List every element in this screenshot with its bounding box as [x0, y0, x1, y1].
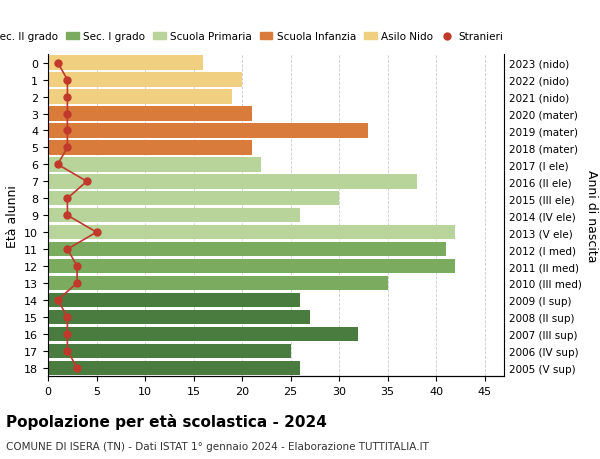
Bar [48, 158, 262, 172]
Text: COMUNE DI ISERA (TN) - Dati ISTAT 1° gennaio 2024 - Elaborazione TUTTITALIA.IT: COMUNE DI ISERA (TN) - Dati ISTAT 1° gen… [6, 441, 429, 451]
Point [62, 145, 72, 152]
Point [62, 77, 72, 84]
Bar [48, 293, 300, 308]
Bar [48, 344, 290, 358]
Point [62, 94, 72, 101]
Bar [48, 361, 300, 375]
Point [62, 212, 72, 219]
Legend: Sec. II grado, Sec. I grado, Scuola Primaria, Scuola Infanzia, Asilo Nido, Stran: Sec. II grado, Sec. I grado, Scuola Prim… [0, 28, 507, 46]
Point [62, 111, 72, 118]
Point [62, 330, 72, 338]
Bar [48, 73, 242, 88]
Point [62, 246, 72, 253]
Bar [48, 327, 358, 341]
Y-axis label: Anni di nascita: Anni di nascita [586, 169, 598, 262]
Point [73, 263, 82, 270]
Point [73, 364, 82, 372]
Bar [48, 208, 300, 223]
Bar [48, 56, 203, 71]
Bar [48, 225, 455, 240]
Bar [48, 192, 339, 206]
Y-axis label: Età alunni: Età alunni [5, 185, 19, 247]
Bar [48, 242, 446, 257]
Bar [48, 107, 252, 122]
Point [62, 313, 72, 321]
Point [73, 280, 82, 287]
Point [82, 178, 92, 185]
Point [62, 195, 72, 202]
Point [53, 297, 62, 304]
Bar [48, 124, 368, 138]
Point [92, 229, 101, 236]
Point [62, 128, 72, 135]
Bar [48, 310, 310, 325]
Bar [48, 259, 455, 274]
Text: Popolazione per età scolastica - 2024: Popolazione per età scolastica - 2024 [6, 413, 327, 429]
Bar [48, 175, 416, 189]
Bar [48, 276, 388, 291]
Point [53, 60, 62, 67]
Bar [48, 141, 252, 155]
Point [62, 347, 72, 355]
Bar [48, 90, 232, 105]
Point [53, 161, 62, 168]
